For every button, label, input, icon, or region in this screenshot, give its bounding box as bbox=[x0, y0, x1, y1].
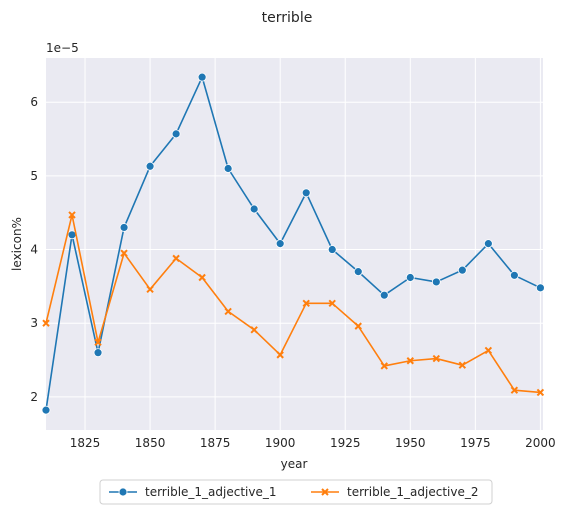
data-point bbox=[431, 277, 441, 287]
data-point bbox=[509, 270, 519, 280]
data-point bbox=[223, 164, 233, 173]
data-point bbox=[119, 223, 129, 232]
x-tick-label: 1950 bbox=[395, 436, 426, 450]
series-2 bbox=[42, 211, 545, 397]
data-point bbox=[146, 285, 154, 294]
data-point bbox=[68, 211, 76, 219]
data-point bbox=[327, 245, 337, 254]
data-point bbox=[276, 351, 284, 359]
data-point bbox=[42, 319, 50, 327]
legend-marker bbox=[118, 487, 128, 497]
legend-items: terrible_1_adjective_1 terrible_1_adjecti… bbox=[109, 485, 479, 499]
data-point bbox=[120, 249, 128, 257]
chart-title: terrible bbox=[262, 10, 313, 26]
data-point bbox=[328, 299, 336, 308]
series-line bbox=[45, 214, 541, 394]
y-axis: 2 3 4 5 6 bbox=[30, 95, 38, 404]
legend-marker bbox=[321, 488, 329, 496]
series-layer bbox=[41, 72, 545, 415]
legend-entry: terrible_1_adjective_1 bbox=[109, 485, 277, 499]
data-point bbox=[145, 161, 155, 171]
data-point bbox=[353, 267, 363, 277]
x-axis-label: year bbox=[281, 457, 308, 471]
x-tick-label: 1875 bbox=[200, 436, 231, 450]
data-point bbox=[483, 239, 493, 249]
data-point bbox=[198, 273, 206, 282]
legend-frame bbox=[99, 479, 493, 505]
y-axis-label: lexicon% bbox=[10, 217, 24, 271]
data-point bbox=[249, 204, 259, 214]
data-point bbox=[250, 326, 258, 334]
x-tick-label: 1975 bbox=[460, 436, 491, 450]
data-point bbox=[41, 405, 51, 415]
data-point bbox=[197, 72, 207, 82]
data-point bbox=[406, 357, 415, 365]
y-scale-label: 1e−5 bbox=[46, 41, 79, 55]
y-tick-label: 4 bbox=[30, 243, 38, 257]
data-point bbox=[171, 129, 181, 139]
series-1 bbox=[41, 72, 545, 415]
legend-label: terrible_1_adjective_1 bbox=[145, 485, 277, 499]
legend-label: terrible_1_adjective_2 bbox=[347, 485, 479, 499]
data-point bbox=[224, 307, 232, 316]
legend-entry: terrible_1_adjective_2 bbox=[311, 485, 479, 499]
data-point bbox=[510, 386, 519, 394]
y-tick-label: 6 bbox=[30, 95, 38, 109]
x-tick-label: 1850 bbox=[135, 436, 166, 450]
data-point bbox=[458, 361, 467, 369]
data-point bbox=[275, 239, 285, 249]
x-tick-label: 1900 bbox=[265, 436, 296, 450]
data-point bbox=[354, 322, 362, 330]
data-point bbox=[380, 362, 388, 370]
data-point bbox=[405, 273, 415, 282]
data-point bbox=[457, 265, 467, 275]
data-point bbox=[484, 346, 493, 355]
data-point bbox=[94, 338, 102, 347]
legend: terrible_1_adjective_1 terrible_1_adjecti… bbox=[99, 479, 493, 505]
data-point bbox=[302, 299, 310, 308]
data-point bbox=[535, 283, 545, 293]
data-point bbox=[301, 188, 311, 198]
y-tick-label: 2 bbox=[30, 390, 38, 404]
data-point bbox=[93, 348, 103, 358]
x-axis: 1825 1850 1875 1900 1925 1950 1975 2000 bbox=[70, 436, 556, 450]
x-tick-label: 1825 bbox=[70, 436, 101, 450]
data-point bbox=[379, 290, 389, 300]
x-tick-label: 1925 bbox=[330, 436, 361, 450]
series-line bbox=[45, 76, 541, 411]
data-point bbox=[536, 388, 545, 397]
y-tick-label: 5 bbox=[30, 169, 38, 183]
y-tick-label: 3 bbox=[30, 316, 38, 330]
data-point bbox=[172, 254, 180, 263]
x-tick-label: 2000 bbox=[525, 436, 556, 450]
data-point bbox=[432, 354, 441, 363]
